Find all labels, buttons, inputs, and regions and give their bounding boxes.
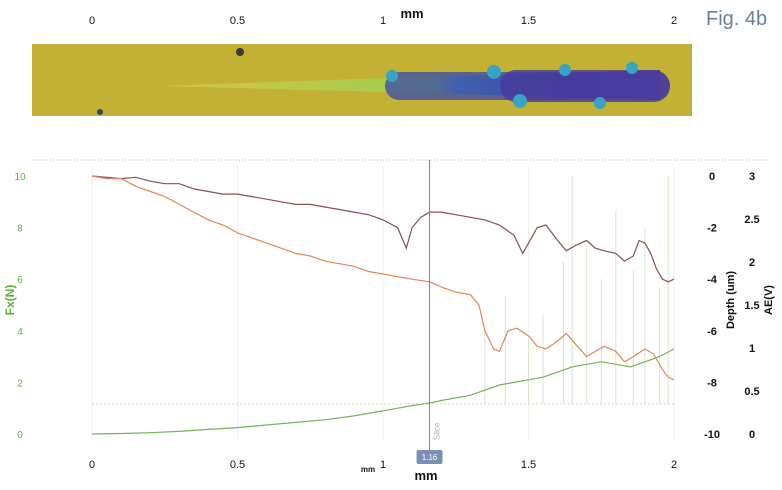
y-depth-tick-label: -10 <box>704 429 720 441</box>
y-depth-tick-label: -6 <box>707 326 717 338</box>
y-depth-tick-label: -2 <box>707 223 717 235</box>
series-line-1 <box>91 175 675 381</box>
y-ae-tick-label: 0.5 <box>744 386 759 398</box>
top-x-axis: 0 0.5 1 1.5 2 <box>89 15 677 27</box>
y-left-tick-label: 0 <box>17 430 23 441</box>
y-left-tick-label: 10 <box>14 172 26 183</box>
x-tick-label: 1.5 <box>521 459 536 471</box>
y-ae-tick-label: 3 <box>749 171 755 183</box>
y-ae-tick-label: 0 <box>749 429 755 441</box>
y-depth-tick-label: 0 <box>709 171 715 183</box>
x-tick-label: 0 <box>89 459 95 471</box>
series-line-0 <box>91 175 675 283</box>
top-x-tick-label: 0 <box>89 15 95 27</box>
y-ae-tick-label: 2 <box>749 257 755 269</box>
y-axis-depth-label: Depth (um) <box>725 271 737 329</box>
plot-area: 0 0.5 1 1.5 2 0 2 4 6 8 10 0 -2 -4 -6 -8 -10 3 2.5 2 1.5 1 0.5… <box>14 160 760 471</box>
cursor-value-box <box>416 450 443 464</box>
x-tick-label: 2 <box>671 459 677 471</box>
cursor-value-label: 1.16 <box>422 453 438 462</box>
y-axis-left-label: Fx(N) <box>3 285 17 316</box>
y-depth-tick-label: -8 <box>707 377 717 389</box>
x-tick-label: 0.5 <box>230 459 245 471</box>
y-left-tick-label: 6 <box>17 275 23 286</box>
y-axis-ae-label: AE(V) <box>763 285 775 315</box>
cursor-tag-label: Slice <box>433 422 442 440</box>
y-depth-tick-label: -4 <box>707 274 718 286</box>
micrograph-image <box>32 44 692 116</box>
top-x-tick-label: 2 <box>671 15 677 27</box>
top-x-tick-label: 1 <box>380 15 386 27</box>
y-left-tick-label: 4 <box>17 327 23 338</box>
figure-label: Fig. 4b <box>706 8 768 30</box>
series-line-2 <box>91 348 675 435</box>
top-x-tick-label: 1.5 <box>521 15 536 27</box>
top-x-axis-label: mm <box>400 6 423 21</box>
y-ae-tick-label: 1 <box>749 343 755 355</box>
y-ae-tick-label: 2.5 <box>744 214 759 226</box>
y-left-tick-label: 8 <box>17 224 23 235</box>
x-tick-label: 1 <box>380 459 386 471</box>
x-axis-small-label: mm <box>361 465 375 474</box>
top-x-tick-label: 0.5 <box>230 15 245 27</box>
x-axis-label: mm <box>414 468 437 483</box>
y-ae-tick-label: 1.5 <box>744 300 759 312</box>
y-left-tick-label: 2 <box>17 378 23 389</box>
